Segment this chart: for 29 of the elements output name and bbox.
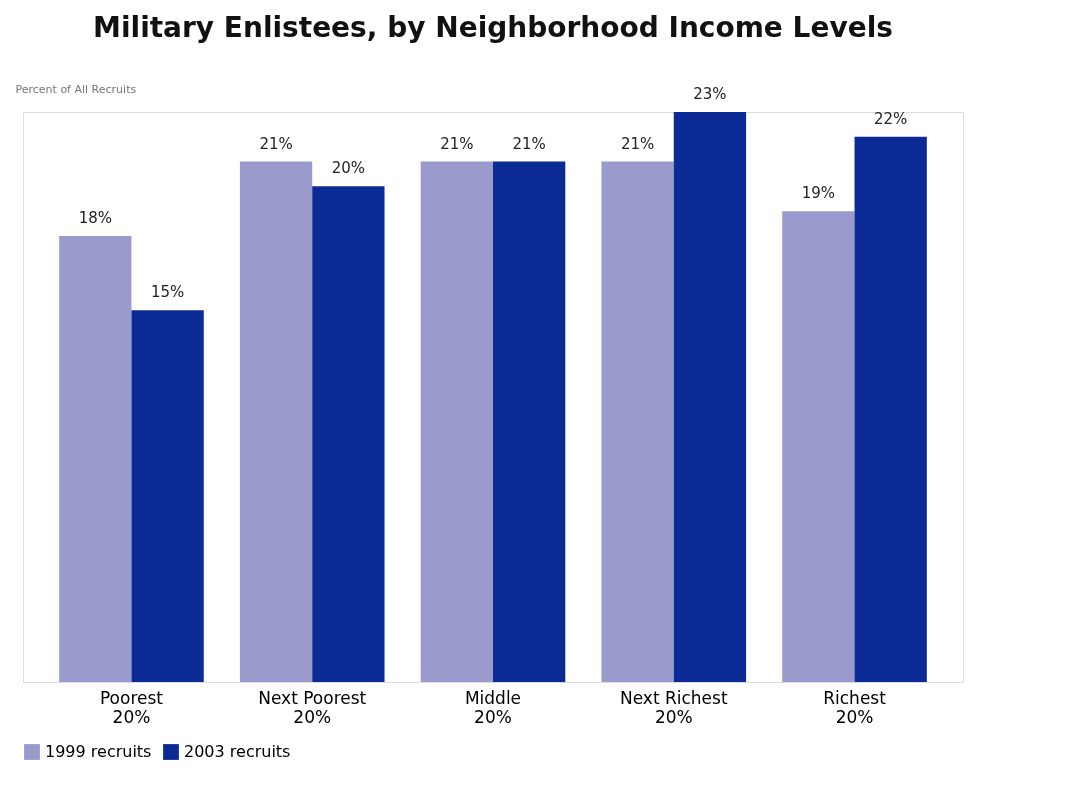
bar bbox=[601, 161, 674, 682]
data-label: 19% bbox=[801, 184, 836, 203]
bar bbox=[673, 112, 747, 682]
x-tick-label: Poorest 20% bbox=[99, 687, 164, 727]
x-tick-label: Richest 20% bbox=[823, 687, 887, 727]
chart-title: Military Enlistees, by Neighborhood Income Levels bbox=[93, 11, 893, 44]
x-tick-label: Next Poorest 20% bbox=[258, 687, 367, 727]
x-tick-label: Next Richest 20% bbox=[619, 687, 728, 727]
bar bbox=[420, 161, 493, 682]
bar bbox=[239, 161, 313, 682]
bar bbox=[312, 186, 385, 682]
data-label: 15% bbox=[150, 283, 185, 302]
bar bbox=[131, 310, 204, 682]
data-label: 20% bbox=[331, 159, 366, 178]
data-label: 21% bbox=[440, 134, 474, 153]
data-label: 23% bbox=[693, 85, 727, 103]
data-label: 22% bbox=[874, 109, 908, 128]
x-tick-label: Middle 20% bbox=[464, 687, 522, 727]
bar bbox=[782, 211, 855, 682]
bar bbox=[493, 161, 566, 682]
data-label: 21% bbox=[259, 134, 293, 153]
legend-label: 2003 recruits bbox=[184, 742, 291, 761]
bar bbox=[59, 235, 132, 682]
y-axis-title: Percent of All Recruits bbox=[15, 82, 137, 96]
bar bbox=[854, 136, 927, 682]
data-label: 18% bbox=[78, 208, 112, 227]
data-label: 21% bbox=[512, 134, 546, 153]
data-label: 21% bbox=[620, 134, 655, 153]
legend-label: 1999 recruits bbox=[45, 742, 152, 761]
